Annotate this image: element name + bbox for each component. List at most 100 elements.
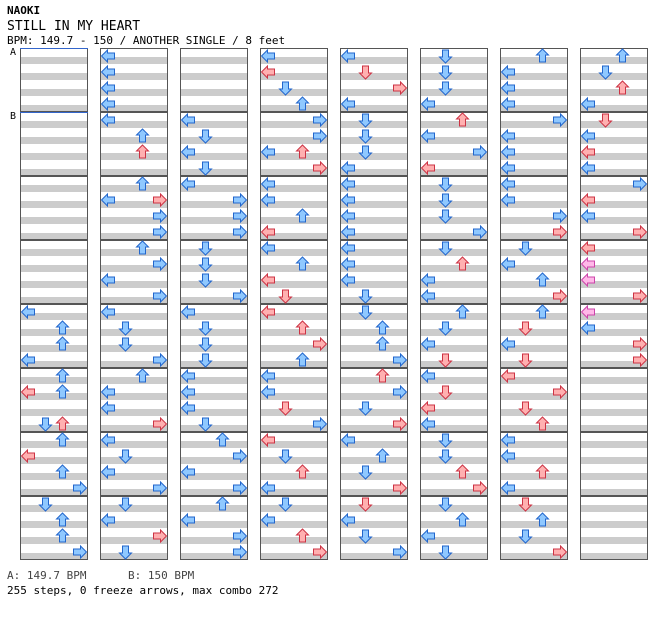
arrow-note [100, 112, 115, 128]
arrow-note [500, 192, 515, 208]
arrow-note [198, 417, 213, 432]
arrow-note [633, 336, 648, 352]
measure-frame [340, 240, 408, 304]
beat-stripe [580, 393, 648, 400]
arrow-note [580, 320, 595, 336]
beat-stripe [260, 137, 328, 144]
arrow-note [393, 544, 408, 560]
arrow-note [358, 145, 373, 160]
beat-stripe [580, 425, 648, 432]
arrow-note [340, 176, 355, 192]
arrow-note [295, 352, 310, 367]
arrow-note [55, 528, 70, 543]
beat-stripe [20, 505, 88, 512]
arrow-note [420, 368, 435, 384]
beat-stripe [340, 457, 408, 464]
arrow-note [518, 321, 533, 336]
arrow-note [135, 240, 150, 255]
arrow-note [438, 497, 453, 512]
arrow-note [100, 192, 115, 208]
arrow-note [73, 480, 88, 496]
beat-stripe [340, 313, 408, 320]
measure-frame [180, 496, 248, 560]
step-stats: 255 steps, 0 freeze arrows, max combo 27… [7, 584, 279, 597]
arrow-note [100, 464, 115, 480]
arrow-note [340, 160, 355, 176]
arrow-note [553, 208, 568, 224]
beat-stripe [260, 393, 328, 400]
beat-stripe [340, 89, 408, 96]
arrow-note [500, 160, 515, 176]
bpm-b-legend: B: 150 BPM [128, 569, 195, 582]
arrow-note [358, 129, 373, 144]
beat-stripe [340, 377, 408, 384]
beat-stripe [260, 57, 328, 64]
beat-stripe [500, 553, 568, 560]
beat-stripe [580, 441, 648, 448]
beat-stripe [500, 217, 568, 224]
arrow-note [615, 80, 630, 95]
arrow-note [358, 113, 373, 128]
arrow-note [340, 96, 355, 112]
arrow-note [598, 113, 613, 128]
beat-stripe [180, 297, 248, 304]
arrow-note [438, 353, 453, 368]
beat-stripe [580, 105, 648, 112]
beat-stripe [180, 313, 248, 320]
measure-frame [420, 368, 488, 432]
measure-frame [100, 176, 168, 240]
arrow-note [535, 272, 550, 287]
beat-stripe [180, 553, 248, 560]
beat-stripe [260, 265, 328, 272]
arrow-note [198, 161, 213, 176]
arrow-note [118, 449, 133, 464]
arrow-note [393, 416, 408, 432]
beat-stripe [20, 169, 88, 176]
arrow-note [393, 80, 408, 96]
arrow-note [100, 384, 115, 400]
beat-stripe [340, 201, 408, 208]
arrow-note [233, 224, 248, 240]
beat-stripe [340, 233, 408, 240]
beat-stripe [420, 153, 488, 160]
arrow-note [473, 224, 488, 240]
beat-stripe [20, 217, 88, 224]
arrow-note [580, 208, 595, 224]
beat-stripe [260, 249, 328, 256]
arrow-note [340, 272, 355, 288]
beat-stripe [100, 89, 168, 96]
measure-frame [340, 368, 408, 432]
beat-stripe [100, 281, 168, 288]
beat-stripe [260, 313, 328, 320]
arrow-note [615, 48, 630, 63]
beat-stripe [180, 217, 248, 224]
beat-stripe [180, 377, 248, 384]
beat-stripe [580, 377, 648, 384]
beat-stripe [580, 281, 648, 288]
arrow-note [135, 176, 150, 191]
arrow-note [180, 368, 195, 384]
beat-stripe [260, 297, 328, 304]
arrow-note [313, 544, 328, 560]
arrow-note [438, 241, 453, 256]
beat-stripe [500, 201, 568, 208]
arrow-note [180, 400, 195, 416]
beat-stripe [580, 249, 648, 256]
beat-stripe [260, 329, 328, 336]
arrow-note [553, 112, 568, 128]
arrow-note [55, 512, 70, 527]
beat-stripe [260, 473, 328, 480]
beat-stripe [20, 249, 88, 256]
beat-stripe [340, 521, 408, 528]
arrow-note [580, 160, 595, 176]
beat-stripe [420, 329, 488, 336]
beat-stripe [340, 361, 408, 368]
beat-stripe [180, 73, 248, 80]
arrow-note [420, 272, 435, 288]
arrow-note [500, 176, 515, 192]
arrow-note [100, 432, 115, 448]
arrow-note [278, 401, 293, 416]
beat-stripe [420, 217, 488, 224]
arrow-note [20, 448, 35, 464]
arrow-note [580, 192, 595, 208]
